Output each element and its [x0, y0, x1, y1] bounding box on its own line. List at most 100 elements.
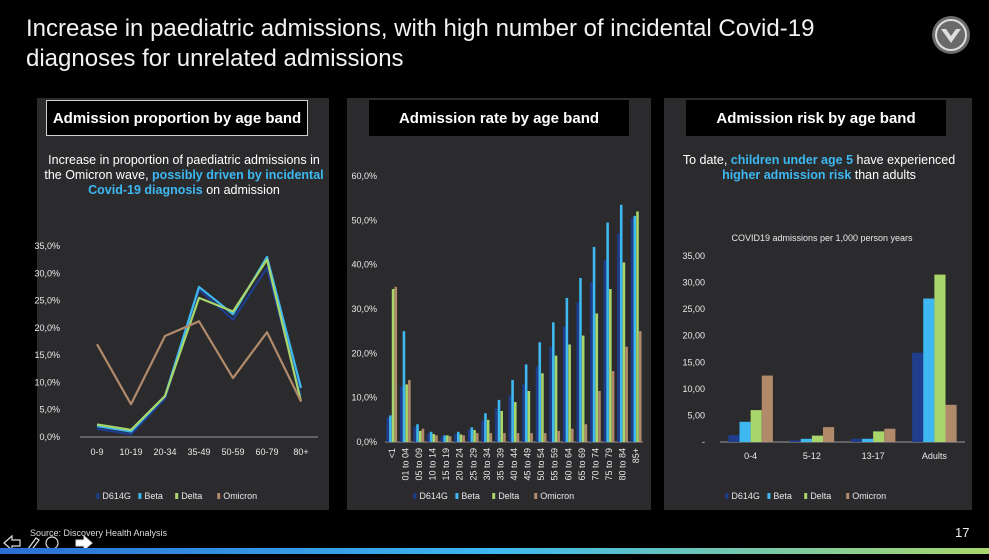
rate-xtick-label: 65 to 69	[577, 448, 587, 481]
rate-xtick-label: 20 to 24	[455, 448, 465, 481]
page-number: 17	[955, 525, 970, 540]
rate-bar-beta	[497, 399, 501, 442]
rate-bar-delta	[527, 391, 531, 442]
risk-note-text-3: than adults	[851, 168, 916, 182]
rate-ytick-label: 30,0%	[351, 304, 377, 314]
rate-bar-omicron	[448, 436, 452, 442]
rate-ytick-label: 20,0%	[351, 348, 377, 358]
rate-bar-beta	[538, 342, 542, 442]
rate-bar-beta	[443, 435, 446, 442]
proportion-ytick-label: 10,0%	[34, 377, 60, 387]
rate-bar-omicron	[584, 424, 588, 442]
rate-xtick-label: 15 to 19	[441, 448, 451, 481]
risk-bar-omicron	[761, 375, 773, 442]
risk-xtick-label: 5-12	[803, 451, 821, 461]
rate-bar-d614g	[399, 386, 403, 442]
proportion-legend-label: Omicron	[223, 491, 257, 501]
rate-xtick-label: 40 to 44	[509, 448, 519, 481]
proportion-ytick-label: 0,0%	[39, 432, 60, 442]
rate-bar-d614g	[427, 433, 430, 442]
risk-ytick-label: 30,00	[682, 278, 705, 288]
risk-ytick-label: 25,00	[682, 304, 705, 314]
proportion-ytick-label: 25,0%	[34, 296, 60, 306]
rate-xtick-label: 55 to 59	[550, 448, 560, 481]
proportion-note-text: Increase in proportion of paediatric adm…	[44, 153, 320, 182]
rate-bar-delta	[541, 373, 544, 442]
rate-bar-delta	[568, 344, 571, 442]
risk-bar-beta	[739, 421, 751, 442]
rate-bar-d614g	[508, 395, 512, 442]
rate-bar-omicron	[489, 433, 493, 442]
rate-ytick-label: 60,0%	[351, 171, 377, 181]
rate-bar-d614g	[617, 233, 620, 442]
rate-bar-d614g	[590, 282, 593, 442]
proportion-note-highlight: possibly driven by incidental Covid-19 d…	[88, 168, 324, 197]
rate-bar-delta	[581, 335, 585, 442]
rate-legend-label: Delta	[498, 491, 519, 501]
risk-bar-delta	[811, 435, 824, 442]
risk-chart-title: COVID19 admissions per 1,000 person year…	[731, 233, 913, 243]
rate-bar-delta	[609, 289, 612, 442]
risk-xtick-label: Adults	[922, 451, 948, 461]
rate-bar-beta	[552, 322, 555, 442]
rate-bar-delta	[405, 384, 408, 442]
rate-bar-beta	[389, 415, 392, 442]
risk-ytick-label: 15,00	[682, 357, 705, 367]
risk-legend-swatch	[767, 493, 771, 499]
rate-legend-swatch	[455, 493, 459, 499]
risk-legend-label: D614G	[731, 491, 760, 501]
rate-bar-d614g	[522, 384, 525, 442]
proportion-xtick-label: 35-49	[187, 447, 210, 457]
proportion-note-text-end: on admission	[202, 183, 280, 197]
header-admission-risk: Admission risk by age band	[686, 100, 946, 136]
risk-note-text-2: have experienced	[853, 153, 956, 167]
rate-legend-swatch	[534, 493, 538, 499]
rate-bar-delta	[432, 434, 436, 442]
proportion-legend-label: Beta	[144, 491, 163, 501]
rate-bar-omicron	[421, 428, 425, 442]
rate-xtick-label: 25 to 29	[468, 448, 478, 481]
rate-bar-delta	[622, 262, 626, 442]
rate-bar-beta	[579, 277, 582, 442]
proportion-legend-swatch	[175, 493, 179, 499]
rate-bar-delta	[514, 402, 517, 442]
risk-note-text: To date,	[682, 153, 731, 167]
rate-bar-d614g	[603, 260, 607, 442]
rate-bar-delta	[459, 434, 463, 442]
rate-bar-omicron	[543, 433, 547, 442]
risk-legend-swatch	[804, 493, 808, 499]
rate-bar-delta	[486, 419, 490, 442]
rate-xtick-label: 35 to 39	[495, 448, 505, 481]
rate-bar-omicron	[530, 433, 533, 442]
proportion-series-line-delta	[96, 258, 303, 432]
risk-legend-label: Omicron	[852, 491, 886, 501]
risk-note-highlight-1: children under age 5	[730, 153, 854, 167]
discovery-logo-icon	[932, 16, 970, 54]
rate-bar-delta	[473, 430, 476, 442]
proportion-series-line-d614g	[96, 266, 303, 436]
rate-bar-d614g	[562, 326, 566, 442]
proportion-legend-swatch	[217, 493, 221, 499]
proportion-series-line-omicron	[96, 320, 302, 406]
rate-xtick-label: 45 to 49	[523, 448, 533, 481]
rate-bar-delta	[391, 289, 395, 442]
rate-xtick-label: 80 to 84	[618, 448, 628, 481]
header-admission-rate: Admission rate by age band	[369, 100, 629, 136]
rate-bar-delta	[418, 430, 422, 442]
rate-ytick-label: 50,0%	[351, 215, 377, 225]
rate-legend-swatch	[413, 493, 417, 499]
source-note: Source: Discovery Health Analysis	[30, 528, 168, 538]
proportion-ytick-label: 20,0%	[34, 323, 60, 333]
proportion-ytick-label: 30,0%	[34, 268, 60, 278]
rate-legend-label: Omicron	[540, 491, 574, 501]
rate-xtick-label: 10 to 14	[428, 448, 438, 481]
rate-bar-delta	[554, 355, 558, 442]
rate-bar-beta	[633, 215, 637, 442]
rate-bar-omicron	[611, 371, 615, 442]
rate-bar-omicron	[598, 391, 601, 442]
rate-legend-swatch	[492, 493, 496, 499]
risk-bar-omicron	[945, 404, 957, 442]
proportion-xtick-label: 10-19	[119, 447, 142, 457]
rate-xtick-label: <1	[387, 448, 397, 458]
proportion-note: Increase in proportion of paediatric adm…	[44, 153, 324, 198]
